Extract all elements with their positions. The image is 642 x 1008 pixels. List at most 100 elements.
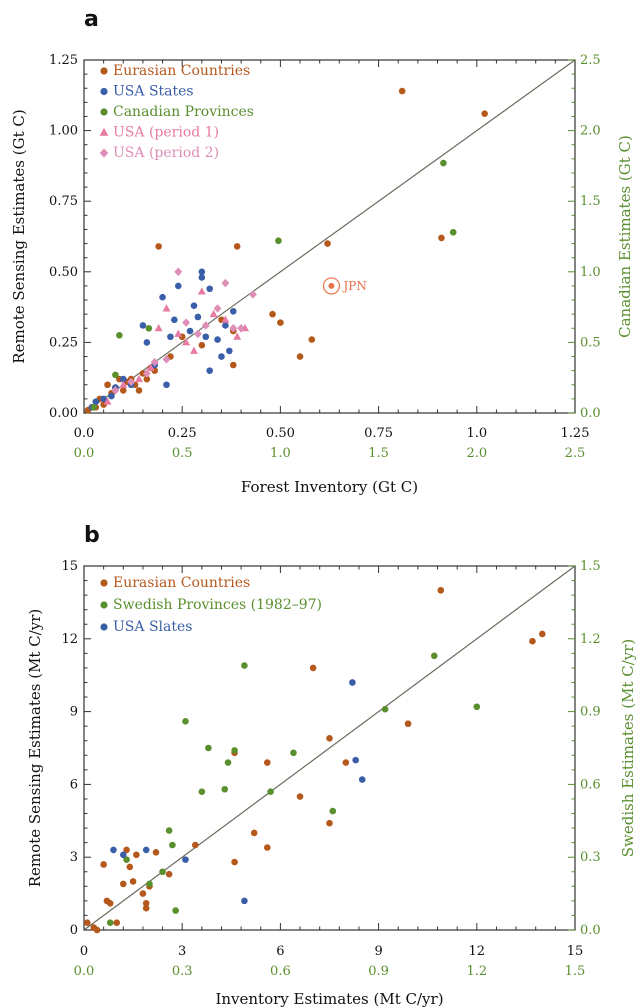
data-point <box>152 849 160 856</box>
legend-marker <box>100 623 108 631</box>
x2-tick-label: 2.5 <box>565 446 586 461</box>
panel-letter: a <box>84 7 99 32</box>
data-point <box>290 749 297 757</box>
data-point <box>159 293 166 301</box>
data-point <box>275 237 282 245</box>
data-point <box>233 243 241 250</box>
data-point <box>139 890 147 897</box>
data-point <box>430 652 438 660</box>
y-tick-label: 15 <box>61 559 78 574</box>
data-point <box>172 907 179 914</box>
data-point <box>221 315 230 323</box>
data-point <box>398 87 406 95</box>
data-point <box>174 329 183 337</box>
data-point <box>449 228 457 236</box>
data-point <box>209 309 218 318</box>
y-tick-label: 0.00 <box>49 406 78 421</box>
data-point <box>206 367 213 374</box>
data-point <box>150 357 159 367</box>
jpn-annotation: JPN <box>341 279 366 293</box>
legend-marker <box>100 87 108 96</box>
y2-tick-label: 1.5 <box>580 194 601 209</box>
series-1 <box>106 652 481 927</box>
data-point <box>106 919 114 927</box>
data-point <box>90 404 98 411</box>
data-point <box>308 336 316 343</box>
legend-label: USA States <box>113 84 194 100</box>
data-point <box>139 322 147 329</box>
data-point <box>190 302 198 309</box>
data-point <box>119 375 127 383</box>
x2-tick-label: 0.6 <box>270 964 291 979</box>
data-point <box>309 664 317 672</box>
y2-tick-label: 0.9 <box>580 705 601 720</box>
series-2 <box>110 679 366 905</box>
data-point <box>182 338 191 346</box>
data-point <box>162 355 171 364</box>
data-point <box>213 304 222 313</box>
x-tick-label: 15 <box>567 944 584 959</box>
data-point <box>296 793 304 800</box>
y2-tick-label: 0.0 <box>580 406 601 421</box>
x2-tick-label: 1.5 <box>368 446 389 461</box>
data-point <box>169 841 176 849</box>
series-1 <box>88 268 237 411</box>
legend-label: USA (period 1) <box>113 125 219 141</box>
y-tick-label: 0.25 <box>49 335 78 350</box>
plot-frame <box>83 59 576 414</box>
x-tick-label: 6 <box>276 944 284 959</box>
jpn-highlight-ring <box>322 277 341 295</box>
data-point <box>202 333 210 341</box>
x-tick-label: 3 <box>178 944 186 959</box>
data-point <box>296 353 304 360</box>
data-point <box>329 807 337 815</box>
x-tick-label: 0.75 <box>364 426 393 441</box>
x2-tick-label: 0.0 <box>74 446 95 461</box>
data-point <box>119 880 127 888</box>
legend-marker <box>100 579 108 587</box>
data-point <box>241 897 248 905</box>
x2-tick-label: 1.5 <box>565 964 586 979</box>
legend-label: USA Slates <box>113 619 192 635</box>
data-point <box>119 380 128 388</box>
data-point <box>222 322 229 329</box>
legend-marker <box>99 148 109 158</box>
data-point <box>221 278 230 288</box>
data-point <box>159 868 166 876</box>
data-point <box>404 720 412 728</box>
x-axis-title: Inventory Estimates (Mt C/yr) <box>215 990 443 1008</box>
data-point <box>437 586 445 594</box>
x2-tick-label: 0.0 <box>74 964 95 979</box>
x-tick-label: 0 <box>80 944 88 959</box>
series-4 <box>111 267 257 395</box>
data-point <box>112 371 119 379</box>
x-tick-label: 9 <box>374 944 382 959</box>
data-point <box>154 323 163 332</box>
x2-tick-label: 1.2 <box>466 964 487 979</box>
data-point <box>326 734 333 742</box>
data-point <box>233 332 242 340</box>
data-point <box>165 870 173 878</box>
y-axis-title: Remote Sensing Estimates (Mt C/yr) <box>26 609 44 887</box>
data-point <box>143 375 151 383</box>
data-point <box>129 878 137 885</box>
x2-tick-label: 0.9 <box>368 964 389 979</box>
series-2 <box>90 159 457 411</box>
data-point <box>538 630 546 638</box>
x2-tick-label: 1.0 <box>270 446 291 461</box>
legend-label: Canadian Provinces <box>113 104 254 120</box>
data-point <box>269 310 276 318</box>
data-point <box>116 332 123 339</box>
data-point <box>198 341 206 349</box>
data-point <box>194 313 202 321</box>
data-point <box>174 282 182 290</box>
legend-marker <box>100 108 108 116</box>
data-point <box>241 662 248 669</box>
y2-tick-label: 1.0 <box>580 265 601 280</box>
data-point <box>277 319 284 326</box>
data-point <box>163 381 170 389</box>
legend-marker <box>100 601 108 609</box>
data-point <box>83 919 91 927</box>
data-point <box>198 268 206 276</box>
data-point <box>165 827 173 834</box>
